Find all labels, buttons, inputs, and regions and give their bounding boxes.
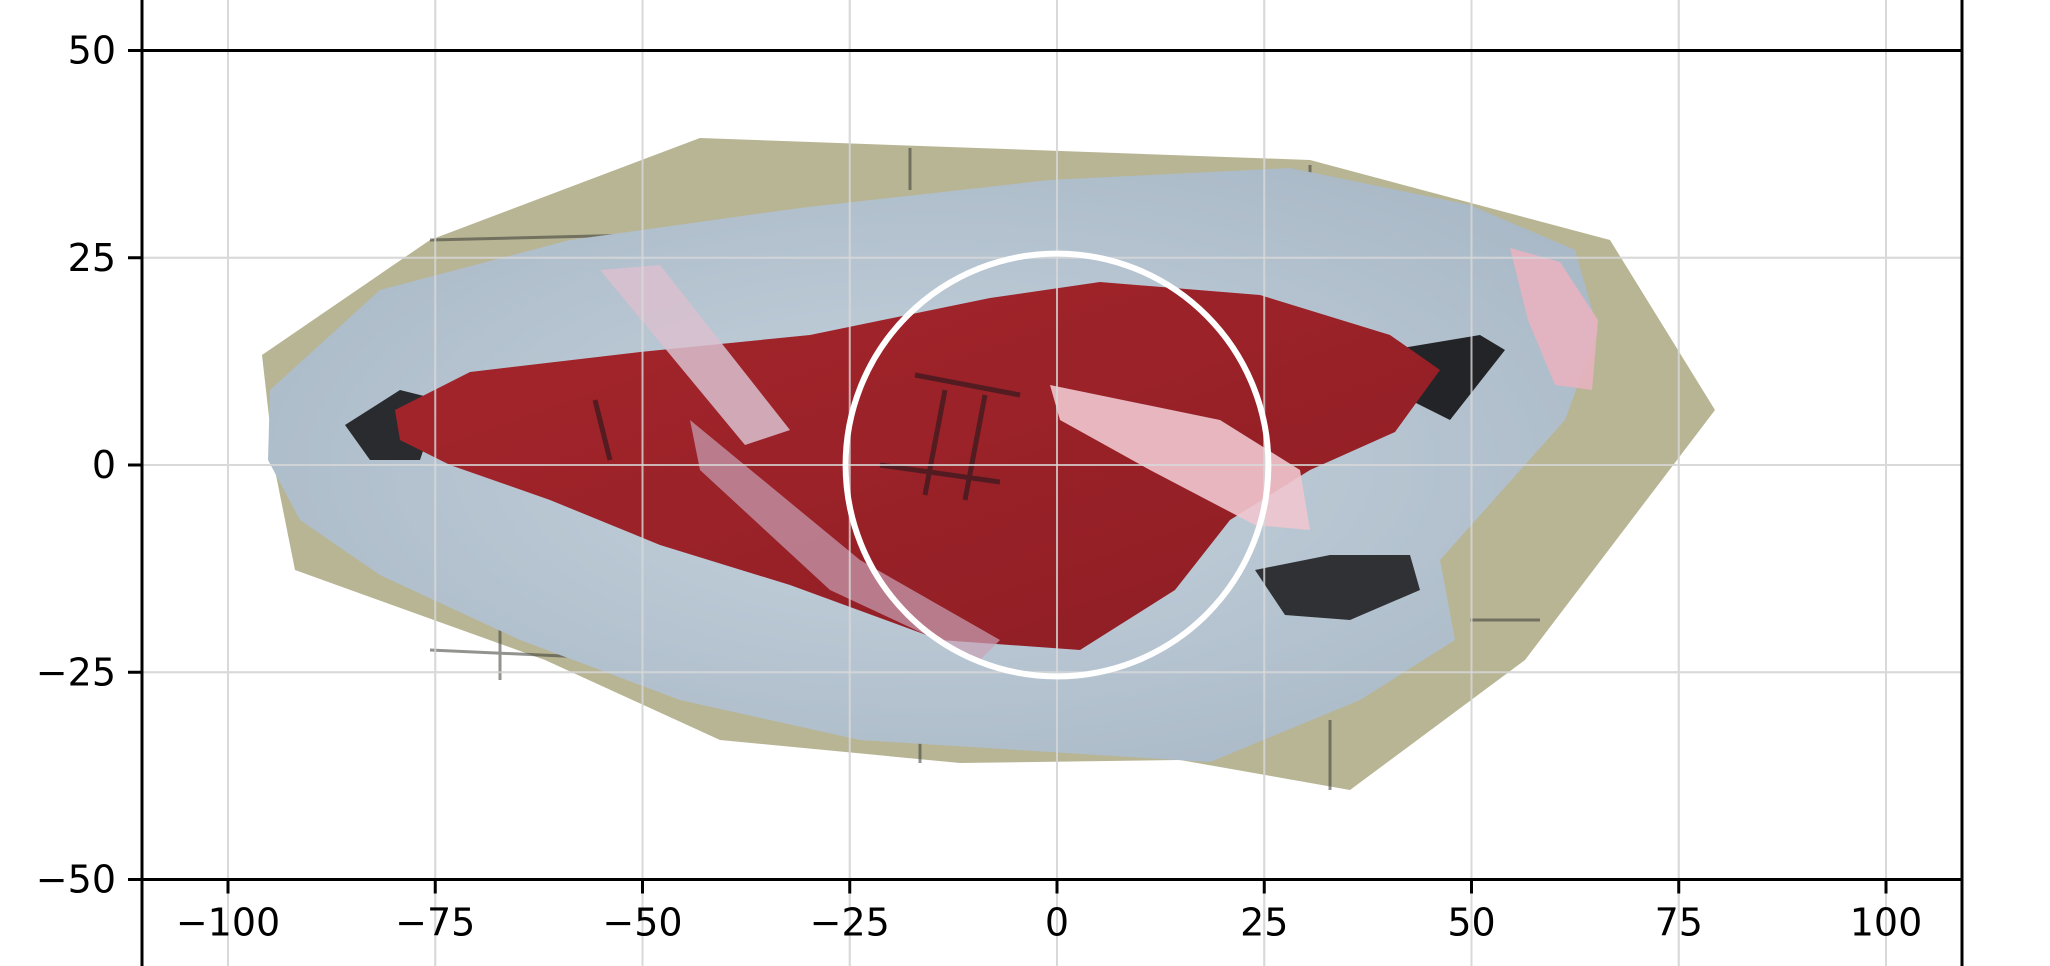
x-tick-label: −100 <box>176 901 280 945</box>
x-tick-label: −25 <box>810 901 890 945</box>
x-tick-label: 25 <box>1240 901 1288 945</box>
y-tick-label: 0 <box>92 443 116 487</box>
x-tick-label: 0 <box>1045 901 1069 945</box>
y-tick-label: 50 <box>68 29 116 73</box>
x-tick-label: −75 <box>395 901 475 945</box>
x-tick-label: 50 <box>1447 901 1495 945</box>
y-tick-label: 25 <box>68 236 116 280</box>
y-tick-label: −50 <box>36 858 116 902</box>
y-tick-label: −25 <box>36 650 116 694</box>
x-tick-label: 75 <box>1655 901 1703 945</box>
x-tick-label: −50 <box>602 901 682 945</box>
x-tick-label: 100 <box>1850 901 1923 945</box>
